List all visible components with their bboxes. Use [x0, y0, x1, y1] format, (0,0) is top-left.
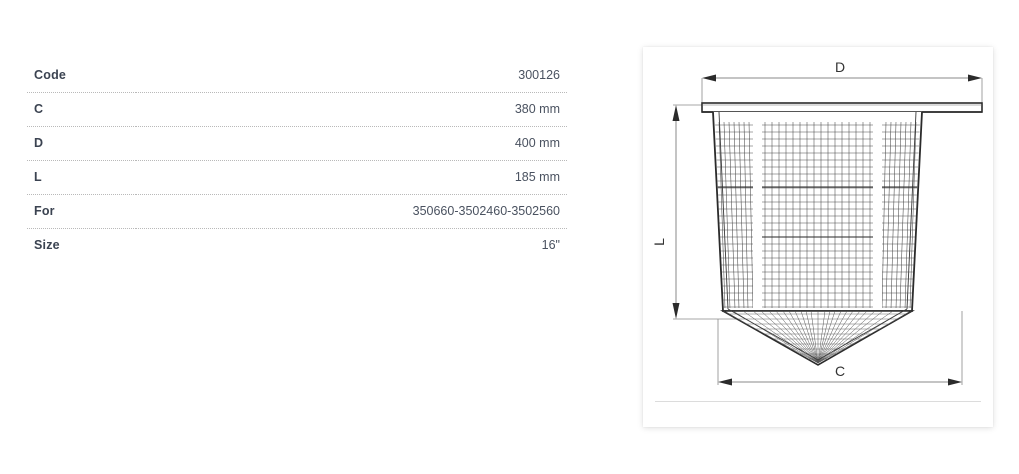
arrowhead-l-top-icon: [672, 105, 680, 121]
arrowhead-c-right-icon: [948, 378, 962, 386]
dimension-label-d: D: [835, 59, 845, 75]
mesh-panel-middle: [762, 122, 873, 308]
table-row: C 380 mm: [27, 92, 567, 127]
strainer-basket-drawing: D L C: [651, 59, 983, 386]
table-row: Code 300126: [27, 58, 567, 93]
spec-label-c: C: [27, 92, 137, 127]
spec-value-c: 380 mm: [136, 92, 567, 127]
dimension-d: D: [701, 59, 983, 109]
spec-value-code: 300126: [136, 58, 567, 93]
card-bottom-divider: [655, 401, 981, 402]
dimension-label-l: L: [651, 238, 667, 246]
arrowhead-d-left-icon: [702, 74, 716, 82]
basket-inner-right-edge: [906, 111, 917, 310]
table-row: For 350660-3502460-3502560: [27, 194, 567, 229]
flange-rectangle: [701, 102, 983, 113]
table-row: D 400 mm: [27, 126, 567, 161]
specification-table: Code 300126 C 380 mm D 400 mm L 185 mm F…: [27, 58, 567, 262]
spec-label-for: For: [27, 194, 137, 229]
dimension-c: C: [717, 311, 963, 386]
spec-value-size: 16": [541, 238, 560, 253]
cone-radial-mesh: [723, 311, 912, 364]
technical-drawing-card: D L C: [643, 47, 993, 427]
arrowhead-d-right-icon: [968, 74, 982, 82]
table-row: L 185 mm: [27, 160, 567, 195]
basket-inner-left-edge: [718, 111, 729, 310]
spec-label-code: Code: [27, 58, 137, 93]
table-row: Size 16": [27, 228, 567, 262]
spec-label-d: D: [27, 126, 137, 161]
arrowhead-c-left-icon: [718, 378, 732, 386]
spec-value-l: 185 mm: [136, 160, 567, 195]
specification-table-body: Code 300126 C 380 mm D 400 mm L 185 mm F…: [27, 58, 567, 262]
spec-label-size: Size: [34, 238, 60, 253]
mesh-panel-right: [882, 122, 920, 308]
arrowhead-l-bottom-icon: [672, 303, 680, 319]
cone-inner-edge: [727, 308, 908, 361]
dimension-label-c: C: [835, 363, 845, 379]
mesh-panel-left: [715, 122, 753, 308]
spec-value-d: 400 mm: [136, 126, 567, 161]
spec-label-l: L: [27, 160, 137, 195]
conical-bottom: [719, 308, 915, 366]
spec-value-for: 350660-3502460-3502560: [136, 194, 567, 229]
flange-plate: [701, 102, 983, 113]
